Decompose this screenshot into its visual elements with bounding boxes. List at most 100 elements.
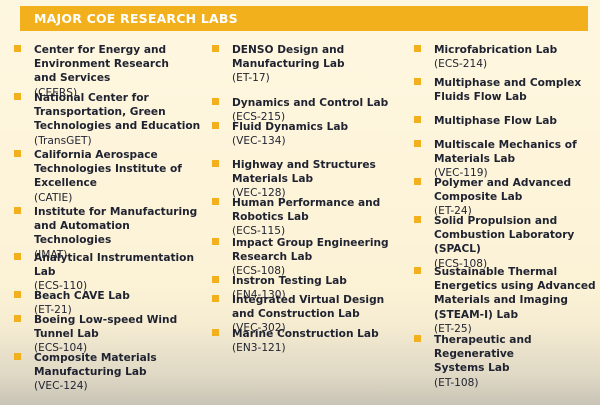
bullet-square-icon bbox=[414, 267, 421, 274]
lab-name: Multiscale Mechanics of Materials Lab bbox=[434, 139, 577, 166]
bullet-square-icon bbox=[14, 207, 21, 214]
lab-name: DENSO Design and Manufacturing Lab bbox=[232, 44, 345, 71]
lab-list-item: Beach CAVE Lab (ET-21) bbox=[14, 289, 206, 317]
bullet-square-icon bbox=[212, 98, 219, 105]
lab-list-item: Integrated Virtual Design and Constructi… bbox=[212, 293, 408, 336]
bullet-square-icon bbox=[212, 45, 219, 52]
bullet-square-icon bbox=[414, 116, 421, 123]
lab-list-item: Multiphase and Complex Fluids Flow Lab bbox=[414, 76, 600, 104]
lab-room: (VEC-302) bbox=[232, 322, 286, 335]
bullet-square-icon bbox=[414, 140, 421, 147]
bullet-square-icon bbox=[14, 253, 21, 260]
lab-room: (VEC-134) bbox=[232, 135, 286, 148]
lab-list-item: Fluid Dynamics Lab (VEC-134) bbox=[212, 120, 408, 148]
bullet-square-icon bbox=[14, 353, 21, 360]
lab-name: Beach CAVE Lab bbox=[34, 290, 130, 302]
lab-name: Center for Energy and Environment Resear… bbox=[34, 44, 169, 85]
lab-room: (ET-21) bbox=[34, 304, 72, 317]
lab-room: (ECS-108) bbox=[434, 257, 488, 270]
lab-name: Instron Testing Lab bbox=[232, 275, 347, 287]
lab-list-item: Highway and Structures Materials Lab (VEC… bbox=[212, 158, 408, 201]
lab-list-item: California Aerospace Technologies Instit… bbox=[14, 148, 206, 205]
lab-list-item: Multiphase Flow Lab bbox=[414, 114, 600, 128]
lab-name: Fluid Dynamics Lab bbox=[232, 121, 349, 133]
bullet-square-icon bbox=[212, 276, 219, 283]
lab-list-item: Analytical Instrumentation Lab (ECS-110) bbox=[14, 251, 206, 294]
header-title: MAJOR COE RESEARCH LABS bbox=[34, 11, 238, 26]
lab-list-item: Impact Group Engineering Research Lab (EC… bbox=[212, 236, 408, 279]
lab-name: Therapeutic and Regenerative Systems Lab bbox=[434, 334, 532, 375]
lab-room: (ECS-215) bbox=[232, 111, 286, 124]
lab-name: Solid Propulsion and Combustion Laborato… bbox=[434, 215, 575, 256]
lab-name: Human Performance and Robotics Lab bbox=[232, 197, 381, 224]
background-photo bbox=[0, 325, 600, 405]
lab-list-item: Multiscale Mechanics of Materials Lab (VE… bbox=[414, 138, 600, 181]
lab-list-item: Sustainable Thermal Energetics using Adv… bbox=[414, 265, 600, 336]
lab-room: (ECS-115) bbox=[232, 225, 286, 238]
lab-list-item: Composite Materials Manufacturing Lab (VE… bbox=[14, 351, 206, 394]
lab-room: (IMAT) bbox=[34, 248, 68, 261]
lab-list-item: Dynamics and Control Lab (ECS-215) bbox=[212, 96, 408, 124]
lab-name: California Aerospace Technologies Instit… bbox=[34, 149, 182, 190]
lab-list-item: Therapeutic and Regenerative Systems Lab… bbox=[414, 333, 600, 390]
lab-name: Marine Construction Lab bbox=[232, 328, 379, 340]
lab-name: Impact Group Engineering Research Lab bbox=[232, 237, 389, 264]
bullet-square-icon bbox=[414, 178, 421, 185]
bullet-square-icon bbox=[414, 335, 421, 342]
bullet-square-icon bbox=[414, 45, 421, 52]
bullet-square-icon bbox=[212, 329, 219, 336]
lab-name: Institute for Manufacturing and Automati… bbox=[34, 206, 198, 247]
lab-name: Dynamics and Control Lab bbox=[232, 97, 389, 109]
bullet-square-icon bbox=[212, 295, 219, 302]
lab-name: National Center for Transportation, Gree… bbox=[34, 92, 201, 133]
lab-list-item: Human Performance and Robotics Lab (ECS-1… bbox=[212, 196, 408, 239]
lab-room: (ET-108) bbox=[434, 376, 479, 389]
bullet-square-icon bbox=[14, 45, 21, 52]
bullet-square-icon bbox=[14, 93, 21, 100]
lab-name: Composite Materials Manufacturing Lab bbox=[34, 352, 157, 379]
lab-list-item: Microfabrication Lab (ECS-214) bbox=[414, 43, 600, 71]
bullet-square-icon bbox=[212, 238, 219, 245]
bullet-square-icon bbox=[414, 78, 421, 85]
lab-room: (TransGET) bbox=[34, 134, 92, 147]
bullet-square-icon bbox=[212, 198, 219, 205]
bullet-square-icon bbox=[414, 216, 421, 223]
lab-name: Highway and Structures Materials Lab bbox=[232, 159, 376, 186]
bullet-square-icon bbox=[14, 315, 21, 322]
lab-name: Polymer and Advanced Composite Lab bbox=[434, 177, 572, 204]
section-header: MAJOR COE RESEARCH LABS bbox=[20, 6, 588, 31]
lab-room: (VEC-124) bbox=[34, 380, 88, 393]
lab-list-item: Institute for Manufacturing and Automati… bbox=[14, 205, 206, 262]
bullet-square-icon bbox=[14, 291, 21, 298]
lab-room: (ECS-108) bbox=[232, 265, 286, 278]
lab-name: Microfabrication Lab bbox=[434, 44, 558, 56]
lab-room: (EN3-121) bbox=[232, 342, 286, 355]
lab-list-item: DENSO Design and Manufacturing Lab (ET-17… bbox=[212, 43, 408, 86]
lab-list-item: Center for Energy and Environment Resear… bbox=[14, 43, 206, 100]
lab-room: (ECS-110) bbox=[34, 280, 88, 293]
lab-room: (CEERS) bbox=[34, 86, 78, 99]
bullet-square-icon bbox=[14, 150, 21, 157]
lab-room: (EN4-130) bbox=[232, 289, 286, 302]
bullet-square-icon bbox=[212, 160, 219, 167]
lab-list-item: Boeing Low-speed Wind Tunnel Lab (ECS-104… bbox=[14, 313, 206, 356]
lab-name: Boeing Low-speed Wind Tunnel Lab bbox=[34, 314, 178, 341]
lab-list-item: Instron Testing Lab (EN4-130) bbox=[212, 274, 408, 302]
lab-list-item: Polymer and Advanced Composite Lab (ET-24… bbox=[414, 176, 600, 219]
lab-list-item: Marine Construction Lab (EN3-121) bbox=[212, 327, 408, 355]
lab-room: (CATIE) bbox=[34, 191, 73, 204]
lab-room: (ECS-104) bbox=[34, 342, 88, 355]
lab-name: Multiphase and Complex Fluids Flow Lab bbox=[434, 77, 582, 104]
lab-name: Sustainable Thermal Energetics using Adv… bbox=[434, 266, 596, 321]
lab-room: (ET-24) bbox=[434, 205, 472, 218]
lab-room: (VEC-119) bbox=[434, 167, 488, 180]
lab-room: (VEC-128) bbox=[232, 187, 286, 200]
lab-name: Integrated Virtual Design and Constructi… bbox=[232, 294, 385, 321]
lab-room: (ET-17) bbox=[232, 72, 270, 85]
lab-room: (ET-25) bbox=[434, 322, 472, 335]
lab-name: Multiphase Flow Lab bbox=[434, 115, 557, 127]
lab-room: (ECS-214) bbox=[434, 58, 488, 71]
lab-name: Analytical Instrumentation Lab bbox=[34, 252, 194, 279]
